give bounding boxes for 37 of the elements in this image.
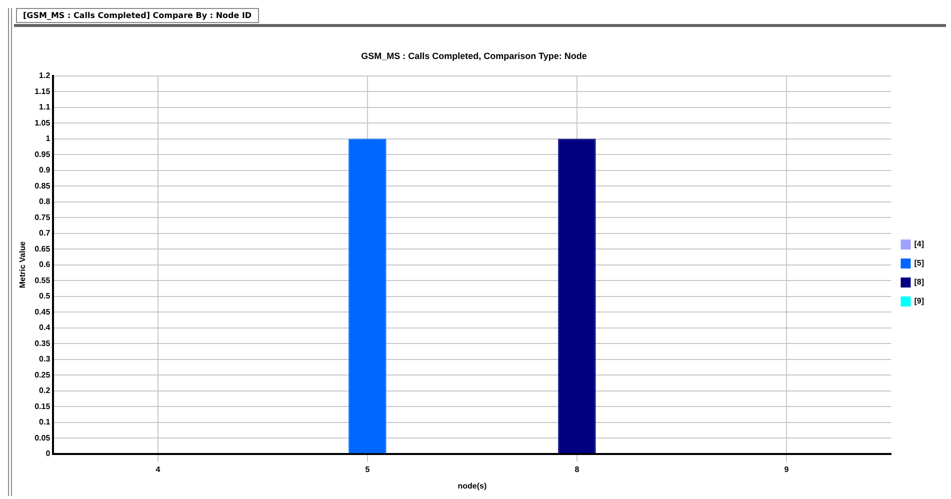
y-tick-label: 0.45 [34, 307, 51, 316]
y-tick-label: 1.2 [39, 71, 51, 80]
y-tick-label: 0.8 [39, 197, 51, 206]
text: [GSM_MS : Calls Completed] Compare By : Node ID [16, 8, 259, 23]
legend-label: [4] [914, 240, 924, 249]
chart-title: GSM_MS : Calls Completed, Comparison Type: Node [361, 50, 587, 61]
y-tick-label: 0.2 [39, 386, 51, 396]
y-tick-label: 0.15 [34, 402, 51, 411]
y-tick-label: 0.9 [39, 166, 51, 175]
y-tick-label: 0.7 [39, 228, 51, 238]
x-tick-label: 5 [365, 464, 370, 474]
y-tick-label: 0.3 [39, 354, 51, 364]
x-axis-title: node(s) [458, 481, 487, 490]
y-tick-label: 0.55 [34, 276, 51, 285]
y-tick-label: 0.05 [34, 433, 51, 442]
y-axis-title: Metric Value [18, 240, 28, 288]
y-tick-label: 0.1 [39, 418, 51, 427]
y-tick-label: 0.75 [34, 212, 51, 222]
y-tick-label: 1 [46, 134, 51, 144]
x-tick-label: 9 [784, 464, 790, 474]
x-tick-label: 8 [574, 464, 580, 474]
y-tick-label: 0.6 [39, 260, 51, 270]
y-tick-label: 1.1 [39, 102, 51, 112]
y-tick-label: 0.4 [39, 323, 51, 332]
y-tick-label: 0.65 [34, 244, 51, 254]
y-tick-label: 1.15 [34, 86, 51, 96]
y-tick-label: 0.5 [39, 292, 51, 301]
y-tick-label: 0.85 [34, 181, 51, 190]
legend-label: [9] [914, 296, 924, 306]
legend-label: [8] [914, 278, 924, 287]
y-tick-label: 0 [46, 449, 51, 458]
legend-label: [5] [914, 258, 924, 268]
y-tick-label: 0.95 [34, 150, 51, 159]
y-tick-label: 0.35 [34, 338, 51, 348]
y-tick-label: 0.25 [34, 370, 51, 380]
y-tick-label: 1.05 [34, 118, 51, 128]
x-tick-label: 4 [156, 464, 161, 474]
